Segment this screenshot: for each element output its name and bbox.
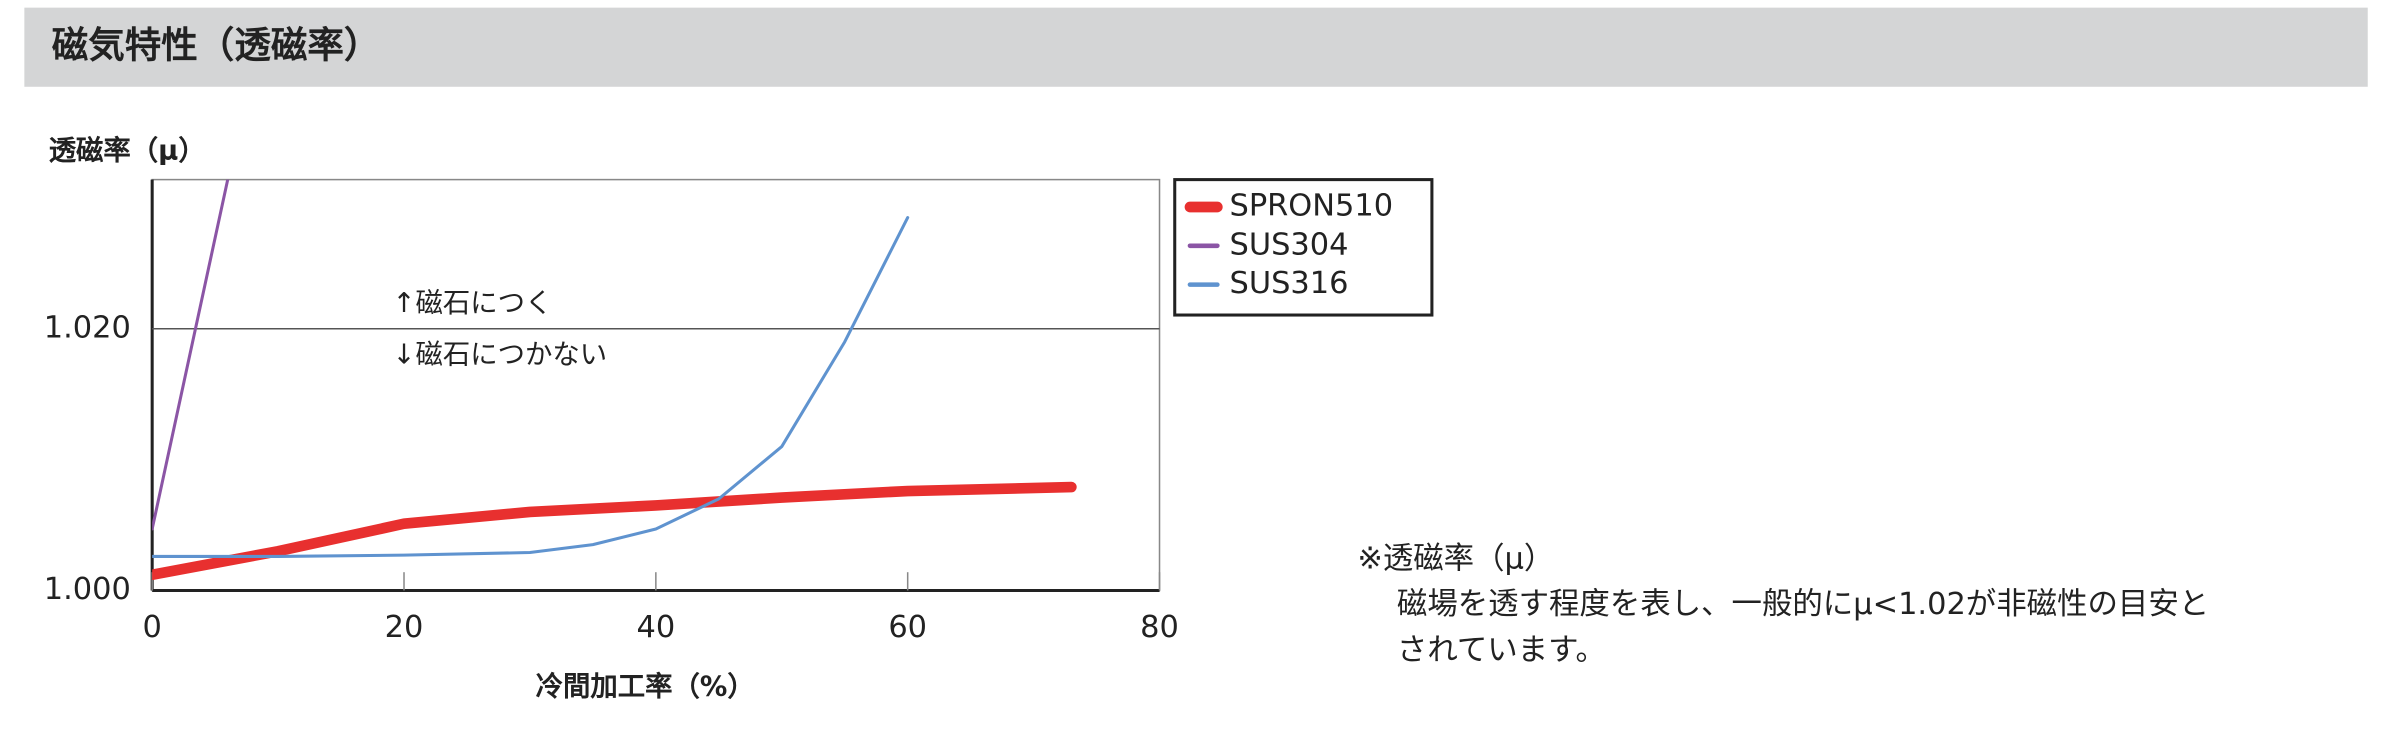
annotation: ↓磁石につかない [393,340,608,371]
x-tick-label: 60 [888,610,927,645]
y-tick-label: 1.020 [44,310,131,345]
y-axis-label: 透磁率（μ） [49,135,206,167]
legend-label: SUS304 [1230,227,1349,262]
legend-label: SPRON510 [1230,188,1394,223]
annotation: ↑磁石につく [393,288,553,319]
line-series [152,216,910,558]
header-title: 磁気特性（透磁率） [52,24,381,67]
x-axis-label: 冷間加工率（%） [536,670,755,702]
x-tick-label: 40 [636,610,675,645]
line-series [152,179,230,531]
note-text: 磁場を透す程度を表し、一般的にμ<1.02が非磁性の目安と [1397,587,2209,622]
x-tick-label: 20 [385,610,424,645]
note-text: ※透磁率（μ） [1357,542,1554,577]
y-tick-label: 1.000 [44,572,131,607]
x-tick-label: 0 [142,610,161,645]
note-text: されています。 [1397,633,1606,668]
legend-label: SUS316 [1230,266,1349,301]
x-tick-label: 80 [1140,610,1179,645]
header-bar [24,7,2368,87]
line-series [152,481,1077,581]
